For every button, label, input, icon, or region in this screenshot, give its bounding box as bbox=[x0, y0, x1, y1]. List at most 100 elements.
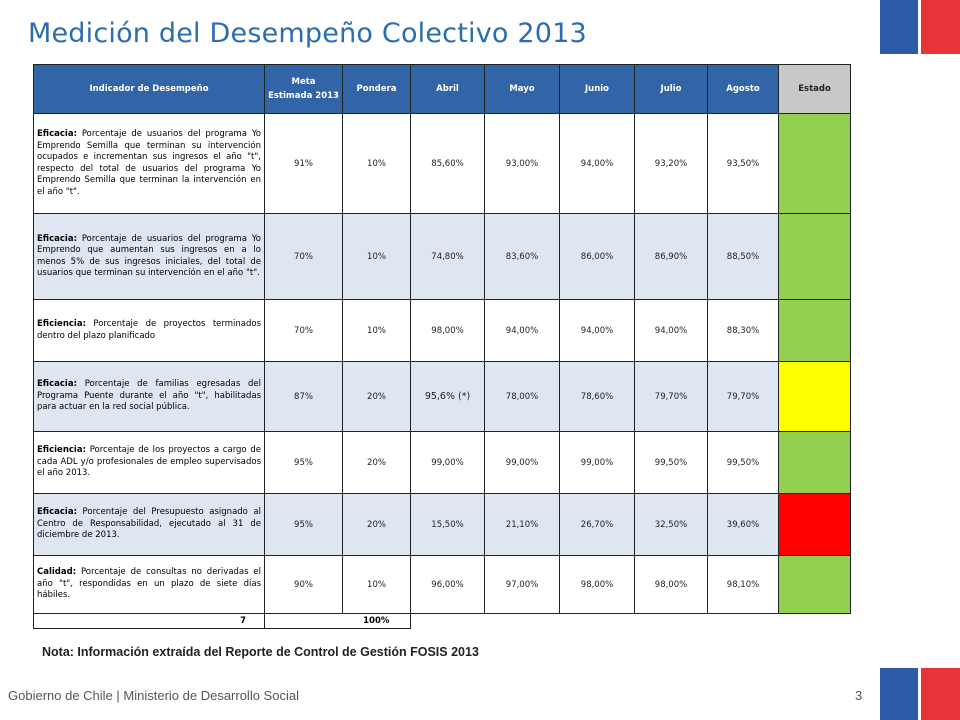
meta-cell: 90% bbox=[264, 555, 343, 614]
total-count: 7 bbox=[33, 613, 265, 629]
page-title: Medición del Desempeño Colectivo 2013 bbox=[28, 18, 587, 49]
agosto-cell: 99,50% bbox=[707, 431, 779, 494]
indicator-label: Eficacia: bbox=[37, 379, 77, 390]
mayo-cell: 93,00% bbox=[484, 113, 560, 214]
header-meta-sub: Estimada 2013 bbox=[268, 91, 339, 101]
table-row: Calidad: Porcentaje de consultas no deri… bbox=[33, 555, 851, 614]
abril-cell: 99,00% bbox=[410, 431, 485, 494]
pondera-cell: 10% bbox=[342, 555, 411, 614]
table-row: Eficiencia: Porcentaje de proyectos term… bbox=[33, 299, 851, 362]
mayo-cell: 94,00% bbox=[484, 299, 560, 362]
abril-cell: 95,6% (*) bbox=[410, 361, 485, 432]
footer-text: Gobierno de Chile | Ministerio de Desarr… bbox=[8, 688, 299, 703]
source-note: Nota: Información extraída del Reporte d… bbox=[42, 645, 479, 659]
agosto-cell: 93,50% bbox=[707, 113, 779, 214]
indicator-description: Eficacia: Porcentaje de usuarios del pro… bbox=[33, 113, 265, 214]
abril-cell: 74,80% bbox=[410, 213, 485, 300]
indicator-label: Eficacia: bbox=[37, 507, 77, 518]
abril-cell: 96,00% bbox=[410, 555, 485, 614]
meta-cell: 87% bbox=[264, 361, 343, 432]
mayo-cell: 83,60% bbox=[484, 213, 560, 300]
junio-cell: 86,00% bbox=[559, 213, 635, 300]
agosto-cell: 98,10% bbox=[707, 555, 779, 614]
status-cell-green bbox=[778, 299, 851, 362]
indicator-label: Eficiencia: bbox=[37, 445, 86, 456]
junio-cell: 98,00% bbox=[559, 555, 635, 614]
meta-cell: 95% bbox=[264, 431, 343, 494]
header-estado: Estado bbox=[778, 64, 851, 114]
header-meta-label: Meta bbox=[291, 77, 316, 87]
indicator-label: Eficiencia: bbox=[37, 319, 86, 329]
pondera-cell: 20% bbox=[342, 361, 411, 432]
pondera-cell: 20% bbox=[342, 431, 411, 494]
indicator-text: Porcentaje de familias egresadas del Pro… bbox=[37, 379, 261, 413]
indicator-description: Eficacia: Porcentaje de familias egresad… bbox=[33, 361, 265, 432]
table-row: Eficiencia: Porcentaje de los proyectos … bbox=[33, 431, 851, 494]
total-pondera: 100% bbox=[342, 613, 411, 629]
pondera-cell: 10% bbox=[342, 299, 411, 362]
indicator-text: Porcentaje de proyectos terminados dentr… bbox=[37, 319, 261, 341]
junio-cell: 94,00% bbox=[559, 113, 635, 214]
table-row: Eficacia: Porcentaje de usuarios del pro… bbox=[33, 213, 851, 300]
meta-cell: 95% bbox=[264, 493, 343, 556]
status-cell-red bbox=[778, 493, 851, 556]
indicator-description: Eficiencia: Porcentaje de los proyectos … bbox=[33, 431, 265, 494]
abril-cell: 98,00% bbox=[410, 299, 485, 362]
indicator-description: Eficacia: Porcentaje del Presupuesto asi… bbox=[33, 493, 265, 556]
indicator-description: Eficacia: Porcentaje de usuarios del pro… bbox=[33, 213, 265, 300]
table-row: Eficacia: Porcentaje de usuarios del pro… bbox=[33, 113, 851, 214]
table-row: Eficacia: Porcentaje del Presupuesto asi… bbox=[33, 493, 851, 556]
status-cell-green bbox=[778, 431, 851, 494]
meta-cell: 70% bbox=[264, 213, 343, 300]
indicator-description: Calidad: Porcentaje de consultas no deri… bbox=[33, 555, 265, 614]
agosto-cell: 39,60% bbox=[707, 493, 779, 556]
table-row: Eficacia: Porcentaje de familias egresad… bbox=[33, 361, 851, 432]
junio-cell: 94,00% bbox=[559, 299, 635, 362]
header-junio: Junio bbox=[559, 64, 635, 114]
indicator-label: Calidad: bbox=[37, 567, 77, 578]
header-pondera: Pondera bbox=[342, 64, 411, 114]
status-cell-green bbox=[778, 555, 851, 614]
indicator-text: Porcentaje de los proyectos a cargo de c… bbox=[37, 445, 261, 479]
header-abril: Abril bbox=[410, 64, 485, 114]
total-row: 7 100% bbox=[33, 613, 851, 629]
page-number: 3 bbox=[855, 688, 863, 703]
header-meta: Meta Estimada 2013 bbox=[264, 64, 343, 114]
total-spacer bbox=[264, 613, 343, 629]
header-mayo: Mayo bbox=[484, 64, 560, 114]
agosto-cell: 79,70% bbox=[707, 361, 779, 432]
julio-cell: 32,50% bbox=[634, 493, 708, 556]
mayo-cell: 99,00% bbox=[484, 431, 560, 494]
abril-cell: 15,50% bbox=[410, 493, 485, 556]
indicator-description: Eficiencia: Porcentaje de proyectos term… bbox=[33, 299, 265, 362]
status-cell-green bbox=[778, 113, 851, 214]
julio-cell: 99,50% bbox=[634, 431, 708, 494]
agosto-cell: 88,50% bbox=[707, 213, 779, 300]
indicator-text: Porcentaje de consultas no derivadas el … bbox=[37, 567, 262, 601]
indicator-label: Eficacia: bbox=[37, 233, 77, 244]
indicator-text: Porcentaje del Presupuesto asignado al C… bbox=[37, 507, 262, 541]
pondera-cell: 10% bbox=[342, 113, 411, 214]
header-julio: Julio bbox=[634, 64, 708, 114]
julio-cell: 94,00% bbox=[634, 299, 708, 362]
meta-cell: 91% bbox=[264, 113, 343, 214]
chile-flag-top-decoration bbox=[880, 0, 960, 54]
mayo-cell: 21,10% bbox=[484, 493, 560, 556]
mayo-cell: 97,00% bbox=[484, 555, 560, 614]
abril-cell: 85,60% bbox=[410, 113, 485, 214]
agosto-cell: 88,30% bbox=[707, 299, 779, 362]
julio-cell: 98,00% bbox=[634, 555, 708, 614]
header-agosto: Agosto bbox=[707, 64, 779, 114]
table-header-row: Indicador de Desempeño Meta Estimada 201… bbox=[33, 64, 851, 114]
pondera-cell: 10% bbox=[342, 213, 411, 300]
julio-cell: 86,90% bbox=[634, 213, 708, 300]
julio-cell: 79,70% bbox=[634, 361, 708, 432]
junio-cell: 78,60% bbox=[559, 361, 635, 432]
status-cell-yellow bbox=[778, 361, 851, 432]
meta-cell: 70% bbox=[264, 299, 343, 362]
indicator-text: Porcentaje de usuarios del programa Yo E… bbox=[37, 233, 262, 279]
chile-flag-bottom-decoration bbox=[880, 668, 960, 720]
header-indicador: Indicador de Desempeño bbox=[33, 64, 265, 114]
junio-cell: 99,00% bbox=[559, 431, 635, 494]
julio-cell: 93,20% bbox=[634, 113, 708, 214]
